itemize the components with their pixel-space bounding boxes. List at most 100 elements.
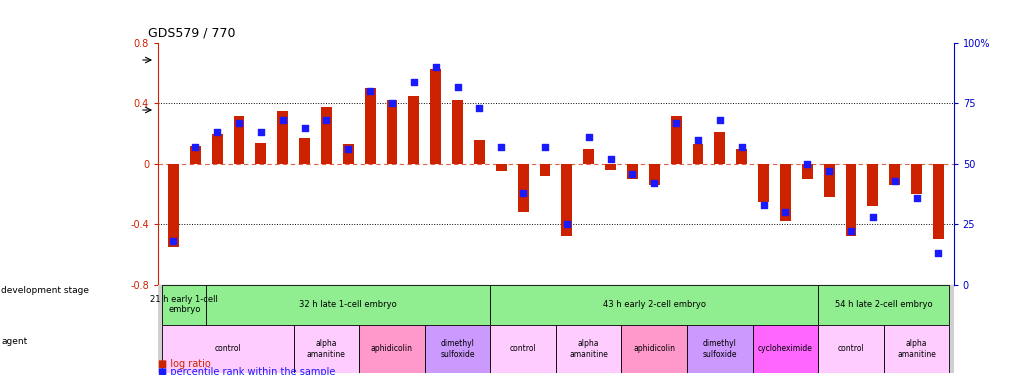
Bar xyxy=(517,164,528,212)
Text: dimethyl
sulfoxide: dimethyl sulfoxide xyxy=(702,339,737,358)
Bar xyxy=(627,164,637,179)
Point xyxy=(297,124,313,130)
Bar xyxy=(233,116,245,164)
Bar xyxy=(555,325,621,373)
Bar xyxy=(474,140,484,164)
Text: 43 h early 2-cell embryo: 43 h early 2-cell embryo xyxy=(602,300,705,309)
Bar xyxy=(736,149,746,164)
Bar xyxy=(321,106,331,164)
Text: alpha
amanitine: alpha amanitine xyxy=(569,339,607,358)
Point xyxy=(776,209,793,215)
Text: cycloheximide: cycloheximide xyxy=(757,345,812,354)
Bar xyxy=(801,164,812,179)
Bar xyxy=(780,164,790,221)
Bar xyxy=(206,285,490,325)
Text: control: control xyxy=(214,345,242,354)
Bar xyxy=(495,164,506,171)
Bar xyxy=(490,285,817,325)
Text: alpha
amanitine: alpha amanitine xyxy=(897,339,935,358)
Bar xyxy=(408,96,419,164)
Bar xyxy=(822,164,834,197)
Point xyxy=(471,105,487,111)
Text: 32 h late 1-cell embryo: 32 h late 1-cell embryo xyxy=(300,300,396,309)
Bar xyxy=(293,325,359,373)
Text: 21 h early 1-cell
embryo: 21 h early 1-cell embryo xyxy=(150,295,218,314)
Point xyxy=(339,146,356,152)
Point xyxy=(165,238,181,244)
Text: 54 h late 2-cell embryo: 54 h late 2-cell embryo xyxy=(835,300,931,309)
Bar xyxy=(342,144,354,164)
Bar xyxy=(882,325,949,373)
Bar xyxy=(212,134,222,164)
Bar xyxy=(604,164,615,170)
Point xyxy=(820,168,837,174)
Point xyxy=(362,88,378,94)
Bar xyxy=(168,164,178,247)
Bar xyxy=(386,100,397,164)
Point xyxy=(558,221,575,227)
Bar xyxy=(910,164,921,194)
Text: control: control xyxy=(510,345,536,354)
Bar xyxy=(490,325,555,373)
Bar xyxy=(687,325,752,373)
Bar xyxy=(757,164,768,202)
Bar xyxy=(692,144,703,164)
Point xyxy=(667,120,684,126)
Bar xyxy=(621,325,687,373)
Point xyxy=(515,190,531,196)
Point xyxy=(842,228,858,234)
Point xyxy=(449,84,466,90)
Point xyxy=(908,195,924,201)
Point xyxy=(383,100,399,106)
Bar xyxy=(866,164,877,206)
Point xyxy=(253,129,269,135)
Bar xyxy=(539,164,550,176)
Bar xyxy=(299,138,310,164)
Bar xyxy=(277,111,288,164)
Bar xyxy=(845,164,856,236)
Bar xyxy=(451,100,463,164)
Bar xyxy=(583,149,593,164)
Text: GDS579 / 770: GDS579 / 770 xyxy=(148,26,235,39)
Bar xyxy=(752,325,817,373)
Point xyxy=(733,144,749,150)
Bar xyxy=(430,69,440,164)
Bar xyxy=(162,285,206,325)
Bar xyxy=(560,164,572,236)
Point xyxy=(230,120,247,126)
Text: alpha
amanitine: alpha amanitine xyxy=(307,339,345,358)
Point xyxy=(536,144,552,150)
Bar xyxy=(889,164,899,185)
Point xyxy=(427,64,443,70)
Text: control: control xyxy=(837,345,863,354)
Point xyxy=(755,202,771,208)
Point xyxy=(864,214,880,220)
Text: dimethyl
sulfoxide: dimethyl sulfoxide xyxy=(440,339,474,358)
Bar xyxy=(190,146,201,164)
Point xyxy=(209,129,225,135)
Point xyxy=(645,180,661,186)
Bar xyxy=(817,285,949,325)
Bar xyxy=(932,164,943,239)
Text: agent: agent xyxy=(1,337,28,346)
Bar xyxy=(648,164,659,185)
Point xyxy=(318,117,334,123)
Point xyxy=(689,137,705,143)
Text: ■ log ratio: ■ log ratio xyxy=(158,359,211,369)
Point xyxy=(798,161,814,167)
Text: aphidicolin: aphidicolin xyxy=(371,345,413,354)
Point xyxy=(602,156,619,162)
Point xyxy=(624,171,640,177)
Bar xyxy=(713,132,725,164)
Bar xyxy=(359,325,424,373)
Bar xyxy=(255,143,266,164)
Bar xyxy=(365,88,375,164)
Text: development stage: development stage xyxy=(1,286,89,295)
Point xyxy=(886,178,902,184)
Point xyxy=(186,144,203,150)
Bar xyxy=(162,325,293,373)
Text: aphidicolin: aphidicolin xyxy=(633,345,675,354)
Bar xyxy=(671,116,681,164)
Point xyxy=(929,250,946,256)
Point xyxy=(711,117,728,123)
